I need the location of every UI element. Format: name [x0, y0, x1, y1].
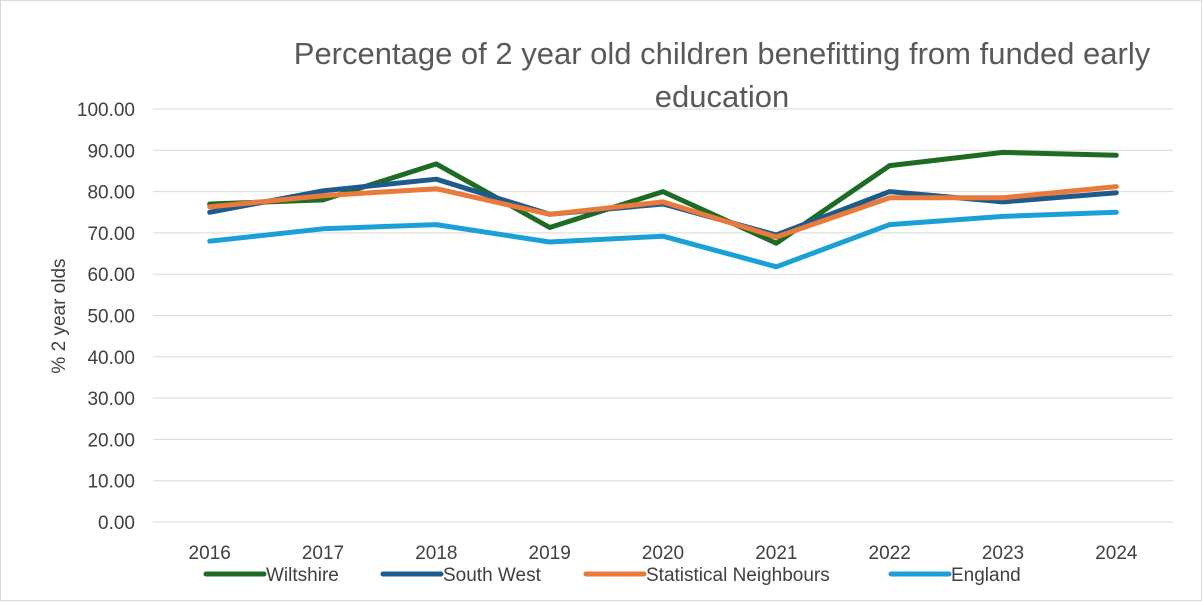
x-tick-label: 2017 — [302, 543, 344, 564]
x-tick-label: 2016 — [189, 543, 231, 564]
x-tick-label: 2019 — [529, 543, 571, 564]
gridlines — [153, 109, 1173, 522]
y-tick-label: 0.00 — [98, 513, 135, 534]
x-tick-label: 2022 — [869, 543, 911, 564]
x-tick-label: 2023 — [982, 543, 1024, 564]
series-lines — [210, 152, 1117, 267]
y-tick-label: 70.00 — [87, 224, 135, 245]
chart-title: Percentage of 2 year old children benefi… — [294, 36, 1151, 114]
legend-label: Statistical Neighbours — [646, 565, 830, 586]
y-tick-label: 100.00 — [77, 100, 135, 121]
y-tick-label: 90.00 — [87, 141, 135, 162]
y-tick-label: 60.00 — [87, 265, 135, 286]
y-tick-labels: 0.00 10.00 20.00 30.00 40.00 50.00 60.00 70.00 8… — [77, 100, 135, 534]
legend-label: South West — [443, 565, 542, 586]
y-tick-label: 40.00 — [87, 348, 135, 369]
y-tick-label: 30.00 — [87, 389, 135, 410]
y-tick-label: 10.00 — [87, 472, 135, 493]
chart-title-line-1: Percentage of 2 year old children benefi… — [294, 36, 1151, 71]
x-tick-label: 2018 — [415, 543, 457, 564]
y-axis-title: % 2 year olds — [49, 258, 70, 373]
x-tick-label: 2021 — [755, 543, 797, 564]
y-tick-label: 20.00 — [87, 430, 135, 451]
legend-label: England — [951, 565, 1021, 586]
x-tick-labels: 2016 2017 2018 2019 2020 2021 2022 2023 2024 — [189, 543, 1138, 564]
legend: Wiltshire South West Statistical Neighbour… — [206, 565, 1021, 586]
legend-label: Wiltshire — [266, 565, 339, 586]
x-tick-label: 2024 — [1095, 543, 1138, 564]
y-tick-label: 50.00 — [87, 307, 135, 328]
x-tick-label: 2020 — [642, 543, 684, 564]
series-line-england — [210, 212, 1117, 266]
y-tick-label: 80.00 — [87, 183, 135, 204]
